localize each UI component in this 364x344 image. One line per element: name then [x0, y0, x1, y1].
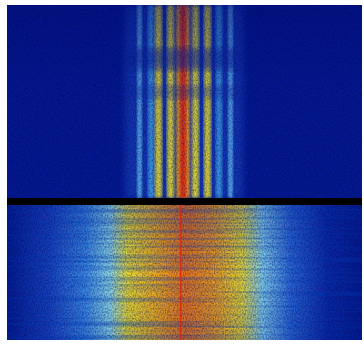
center-line — [180, 205, 182, 340]
bottom-signal — [7, 205, 362, 340]
top-signal — [7, 5, 362, 198]
top-noise — [7, 5, 362, 198]
separator-bar — [7, 198, 362, 205]
bottom-noise — [7, 205, 362, 340]
